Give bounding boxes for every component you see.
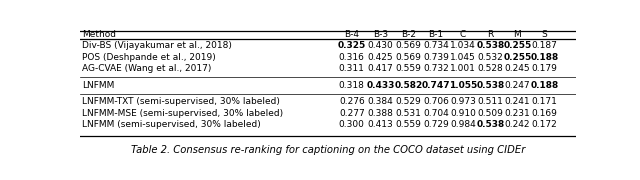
Text: 0.569: 0.569 — [396, 53, 421, 62]
Text: 0.188: 0.188 — [530, 53, 558, 62]
Text: LNFMM-MSE (semi-supervised, 30% labeled): LNFMM-MSE (semi-supervised, 30% labeled) — [83, 109, 284, 118]
Text: 0.531: 0.531 — [396, 109, 421, 118]
Text: 0.247: 0.247 — [505, 81, 531, 90]
Text: B-1: B-1 — [429, 30, 444, 39]
Text: B-4: B-4 — [344, 30, 359, 39]
Text: 0.732: 0.732 — [423, 64, 449, 73]
Text: B-3: B-3 — [373, 30, 388, 39]
Text: B-2: B-2 — [401, 30, 416, 39]
Text: 0.569: 0.569 — [396, 41, 421, 50]
Text: 0.559: 0.559 — [396, 64, 421, 73]
Text: 0.729: 0.729 — [423, 120, 449, 129]
Text: 0.316: 0.316 — [339, 53, 365, 62]
Text: 0.417: 0.417 — [368, 64, 394, 73]
Text: 0.413: 0.413 — [368, 120, 394, 129]
Text: 0.582: 0.582 — [394, 81, 422, 90]
Text: LNFMM (semi-supervised, 30% labeled): LNFMM (semi-supervised, 30% labeled) — [83, 120, 261, 129]
Text: 0.169: 0.169 — [531, 109, 557, 118]
Text: 0.509: 0.509 — [477, 109, 504, 118]
Text: 1.045: 1.045 — [450, 53, 476, 62]
Text: 0.179: 0.179 — [531, 64, 557, 73]
Text: 0.388: 0.388 — [367, 109, 394, 118]
Text: 1.034: 1.034 — [450, 41, 476, 50]
Text: 0.739: 0.739 — [423, 53, 449, 62]
Text: 0.300: 0.300 — [339, 120, 365, 129]
Text: 0.433: 0.433 — [366, 81, 395, 90]
Text: AG-CVAE (Wang et al., 2017): AG-CVAE (Wang et al., 2017) — [83, 64, 212, 73]
Text: 0.172: 0.172 — [531, 120, 557, 129]
Text: 0.255: 0.255 — [503, 41, 532, 50]
Text: S: S — [541, 30, 547, 39]
Text: 0.171: 0.171 — [531, 97, 557, 106]
Text: 0.311: 0.311 — [339, 64, 365, 73]
Text: 0.242: 0.242 — [505, 120, 530, 129]
Text: Div-BS (Vijayakumar et al., 2018): Div-BS (Vijayakumar et al., 2018) — [83, 41, 232, 50]
Text: R: R — [488, 30, 494, 39]
Text: 0.559: 0.559 — [396, 120, 421, 129]
Text: 0.318: 0.318 — [339, 81, 365, 90]
Text: 1.055: 1.055 — [449, 81, 477, 90]
Text: 0.277: 0.277 — [339, 109, 365, 118]
Text: 0.276: 0.276 — [339, 97, 365, 106]
Text: 0.231: 0.231 — [504, 109, 531, 118]
Text: 0.528: 0.528 — [478, 64, 504, 73]
Text: 0.538: 0.538 — [477, 41, 505, 50]
Text: 0.425: 0.425 — [368, 53, 394, 62]
Text: LNFMM-TXT (semi-supervised, 30% labeled): LNFMM-TXT (semi-supervised, 30% labeled) — [83, 97, 280, 106]
Text: 0.706: 0.706 — [423, 97, 449, 106]
Text: C: C — [460, 30, 466, 39]
Text: 0.538: 0.538 — [477, 81, 505, 90]
Text: 0.245: 0.245 — [505, 64, 531, 73]
Text: 0.430: 0.430 — [368, 41, 394, 50]
Text: 0.511: 0.511 — [477, 97, 504, 106]
Text: 0.734: 0.734 — [423, 41, 449, 50]
Text: 0.384: 0.384 — [368, 97, 394, 106]
Text: Table 2. Consensus re-ranking for captioning on the COCO dataset using CIDEr: Table 2. Consensus re-ranking for captio… — [131, 145, 525, 156]
Text: 0.538: 0.538 — [477, 120, 505, 129]
Text: 0.255: 0.255 — [503, 53, 532, 62]
Text: 0.532: 0.532 — [478, 53, 504, 62]
Text: M: M — [513, 30, 522, 39]
Text: 0.325: 0.325 — [338, 41, 366, 50]
Text: 0.984: 0.984 — [450, 120, 476, 129]
Text: LNFMM: LNFMM — [83, 81, 115, 90]
Text: Method: Method — [83, 30, 116, 39]
Text: 0.188: 0.188 — [530, 81, 558, 90]
Text: POS (Deshpande et al., 2019): POS (Deshpande et al., 2019) — [83, 53, 216, 62]
Text: 0.529: 0.529 — [396, 97, 421, 106]
Text: 0.187: 0.187 — [531, 41, 557, 50]
Text: 0.704: 0.704 — [423, 109, 449, 118]
Text: 0.241: 0.241 — [505, 97, 531, 106]
Text: 1.001: 1.001 — [450, 64, 476, 73]
Text: 0.747: 0.747 — [422, 81, 451, 90]
Text: 0.910: 0.910 — [450, 109, 476, 118]
Text: 0.973: 0.973 — [450, 97, 476, 106]
